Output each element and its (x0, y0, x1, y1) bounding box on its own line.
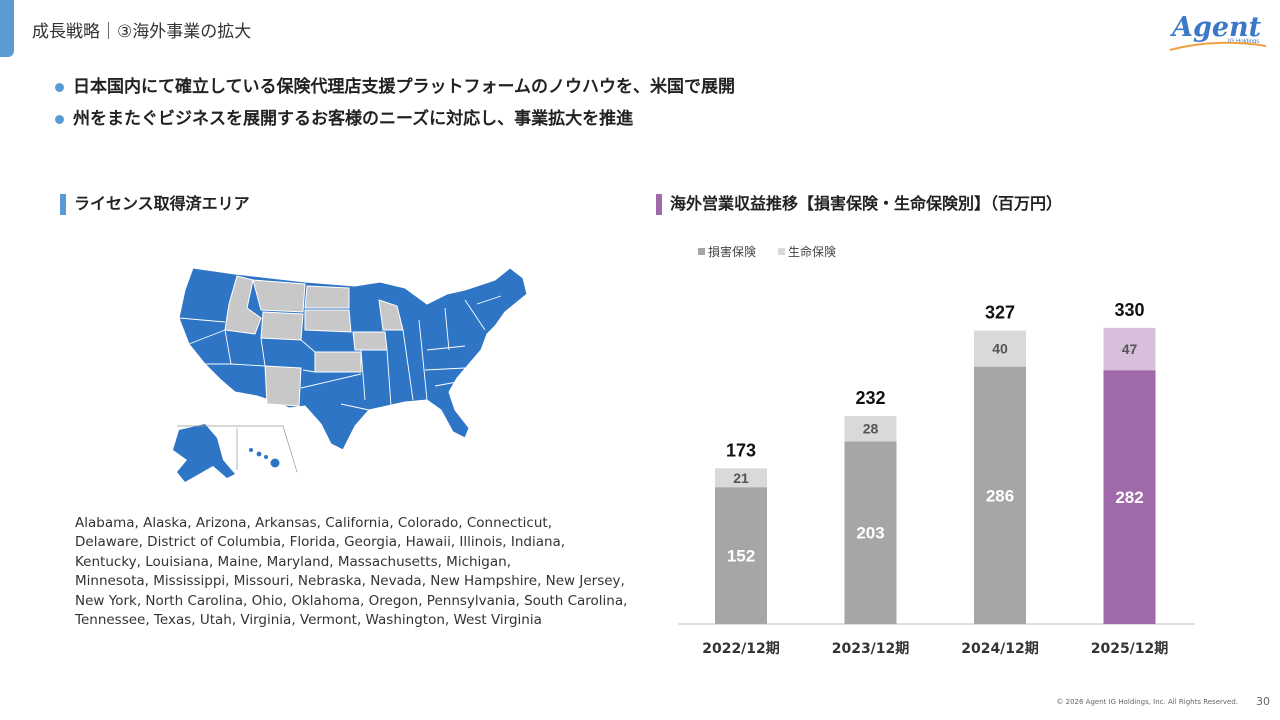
iowa-region (352, 331, 388, 351)
states-line: New York, North Carolina, Ohio, Oklahoma… (75, 592, 628, 609)
logo-text: Agent (1169, 12, 1262, 43)
inset-borders (177, 425, 298, 473)
total-label: 327 (985, 303, 1015, 323)
category-label: 2023/12期 (832, 641, 910, 657)
key-point-text: 日本国内にて確立している保険代理店支援プラットフォームのノウハウを、米国で展開 (73, 77, 735, 97)
north-dakota-region (304, 285, 350, 309)
legend-swatch (778, 248, 785, 255)
us-license-map (173, 267, 528, 482)
data-label-nonlife: 152 (727, 547, 755, 566)
company-logo: Agent IG Holdings (1169, 12, 1267, 51)
data-label-nonlife: 286 (986, 486, 1014, 505)
page-title: 成長戦略｜③海外事業の拡大 (32, 22, 252, 42)
legend-label: 生命保険 (788, 244, 836, 259)
category-label: 2022/12期 (702, 641, 780, 657)
heading-marker (656, 194, 662, 215)
licensed-states-list: Alabama, Alaska, Arizona, Arkansas, Cali… (75, 514, 665, 630)
revenue-chart: 損害保険 生命保険 152 21 173 2022/12期 203 28 232 2023/12期… (678, 244, 1195, 657)
states-line: Delaware, District of Columbia, Florida,… (75, 534, 566, 551)
logo-swoosh (1169, 41, 1267, 51)
bar-nonlife (715, 487, 767, 624)
total-label: 173 (726, 440, 756, 460)
south-dakota-region (304, 309, 352, 333)
category-label: 2024/12期 (961, 641, 1039, 657)
key-point-text: 州をまたぐビジネスを展開するお客様のニーズに対応し、事業拡大を推進 (73, 109, 634, 129)
bullet-dot-icon (55, 83, 64, 92)
licensed-area-heading: ライセンス取得済エリア (60, 193, 250, 215)
states-line: Kentucky, Louisiana, Maine, Maryland, Ma… (75, 553, 512, 570)
bar-nonlife (1103, 370, 1156, 624)
idaho-region (224, 275, 262, 335)
bar-life (1103, 327, 1156, 371)
states-line: Alabama, Alaska, Arizona, Arkansas, Cali… (75, 515, 552, 531)
data-label-life: 40 (992, 341, 1008, 357)
bar-nonlife (974, 366, 1026, 624)
bar-life (974, 330, 1026, 367)
state-borders (178, 295, 502, 411)
header-accent-tab (0, 0, 14, 57)
kansas-region (314, 351, 362, 373)
data-label-nonlife: 203 (856, 524, 884, 543)
logo-subtext: IG Holdings (1228, 39, 1259, 45)
total-label: 232 (855, 388, 885, 408)
key-point: 日本国内にて確立している保険代理店支援プラットフォームのノウハウを、米国で展開 (55, 74, 735, 106)
bar-life (844, 416, 897, 442)
montana-region (252, 279, 306, 313)
legend-swatch (698, 248, 705, 255)
revenue-title: 海外営業収益推移【損害保険・生命保険別】（百万円） (670, 194, 1063, 213)
category-label: 2025/12期 (1091, 641, 1169, 657)
total-label: 330 (1114, 300, 1144, 320)
states-line: Tennessee, Texas, Utah, Virginia, Vermon… (75, 612, 542, 629)
bar-nonlife (844, 441, 897, 624)
data-label-life: 28 (863, 421, 879, 437)
licensed-area-title: ライセンス取得済エリア (74, 194, 250, 213)
hawaii-shape (249, 448, 280, 468)
copyright: © 2026 Agent IG Holdings, Inc. All Right… (1056, 698, 1238, 706)
key-points: 日本国内にて確立している保険代理店支援プラットフォームのノウハウを、米国で展開 … (55, 74, 735, 138)
data-label-life: 47 (1122, 341, 1138, 357)
states-line: Minnesota, Mississippi, Missouri, Nebras… (75, 573, 625, 590)
wyoming-region (260, 311, 304, 341)
page-number: 30 (1256, 695, 1270, 708)
bullet-dot-icon (55, 115, 64, 124)
new-mexico-region (264, 365, 302, 407)
data-label-nonlife: 282 (1115, 488, 1143, 507)
revenue-heading: 海外営業収益推移【損害保険・生命保険別】（百万円） (656, 193, 1062, 215)
key-point: 州をまたぐビジネスを展開するお客様のニーズに対応し、事業拡大を推進 (55, 106, 735, 138)
heading-marker (60, 194, 66, 215)
legend-label: 損害保険 (708, 244, 756, 259)
bar-life (715, 468, 767, 488)
alaska-shape (173, 424, 235, 482)
data-label-life: 21 (733, 470, 749, 486)
